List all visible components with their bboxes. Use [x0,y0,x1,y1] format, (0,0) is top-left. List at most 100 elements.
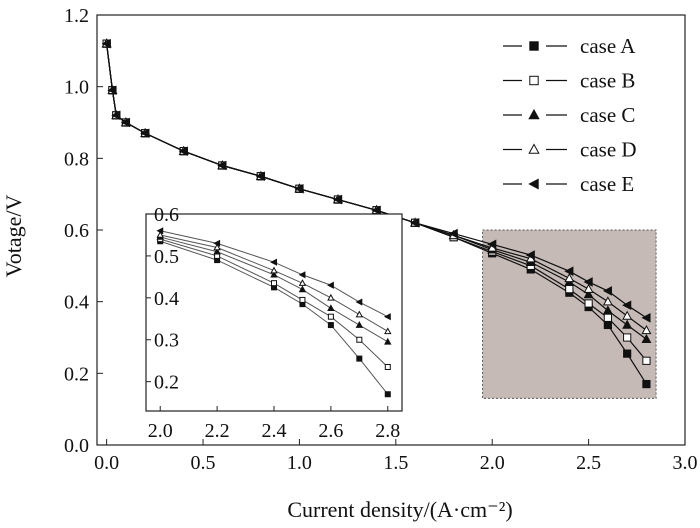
inset-data-point-case-b [356,336,363,343]
inset-y-tick-label: 0.4 [154,288,179,310]
data-point-case-d [602,296,613,306]
legend-marker-case-c [528,108,540,120]
x-tick-label: 2.0 [480,452,505,474]
data-point-case-d [622,310,633,320]
data-point-case-e [217,160,227,171]
data-point-case-e [107,85,117,96]
data-point-case-e [525,250,535,260]
y-tick-label: 0.2 [64,363,89,385]
inset-series-case-e [156,227,391,321]
data-point-case-b [565,285,574,294]
legend-item-case-c: case C [503,103,635,127]
data-point-case-a [603,320,612,330]
data-point-case-e [602,286,612,296]
inset-data-point-case-c [355,321,364,328]
legend-item-case-d: case D [503,138,637,162]
x-tick-label: 1.0 [287,452,312,474]
data-point-case-e [410,218,420,228]
inset-data-point-case-c [327,304,335,312]
legend-marker-case-b [529,75,539,86]
inset-x-tick-label: 2.6 [318,420,343,442]
data-point-case-e [622,300,632,311]
data-point-case-e [371,205,381,216]
inset-data-point-case-a [384,391,391,398]
data-point-case-e [178,146,188,156]
data-point-case-e [120,117,131,128]
series-case-e [101,38,651,323]
data-point-case-b [603,313,612,322]
legend-marker-case-d [528,143,540,154]
legend-item-case-e: case E [503,172,634,196]
x-tick-label: 0.0 [94,452,119,474]
y-axis-title: Votage/V [1,195,26,278]
data-point-case-b [584,299,593,308]
data-point-case-b [642,356,651,365]
inset-x-tick-label: 2.0 [148,420,173,442]
inset-data-point-case-b [299,296,306,303]
inset-data-point-case-d [270,266,278,274]
data-point-case-e [583,277,593,287]
data-point-case-e [564,266,574,276]
legend-label: case B [580,69,635,93]
data-point-case-e [332,194,343,205]
inset-data-point-case-d [213,243,221,251]
data-point-case-b [623,333,632,342]
inset-data-point-case-d [384,327,392,335]
data-point-case-e [487,239,497,250]
inset-x-tick-label: 2.2 [205,420,230,442]
inset-data-point-case-c [270,270,278,278]
data-point-case-e [255,171,265,182]
legend-label: case E [580,172,634,196]
main-plot-series [101,38,652,389]
inset-data-point-case-e [298,271,306,279]
data-point-case-c [641,333,652,344]
inset-data-point-case-e [156,227,164,235]
data-point-case-a [623,349,632,358]
y-tick-label: 0.0 [64,435,89,457]
inset-data-point-case-c [298,285,307,293]
legend-item-case-a: case A [503,34,636,58]
inset-y-tick-label: 0.3 [154,330,179,352]
data-point-case-d [583,283,594,293]
inset-data-point-case-e [270,258,277,266]
data-point-case-e [101,38,111,49]
inset-series-case-c [156,233,392,345]
inset-data-point-case-e [213,239,221,247]
legend-label: case A [580,34,636,58]
x-tick-label: 2.5 [576,452,601,474]
x-tick-label: 3.0 [673,452,698,474]
inset-data-point-case-a [327,322,334,329]
y-tick-label: 0.6 [64,220,89,242]
x-tick-label: 0.5 [191,452,216,474]
inset-data-point-case-c [213,247,221,255]
data-point-case-e [641,313,651,323]
legend-label: case D [580,138,637,162]
legend-marker-case-a [529,41,539,51]
inset-data-point-case-d [355,310,364,318]
data-point-case-c [602,305,613,315]
x-tick-label: 1.5 [383,452,408,474]
data-point-case-e [140,128,150,139]
x-axis-title: Current density/(A·cm⁻²) [287,497,512,522]
inset-data-point-case-d [298,279,307,286]
legend: case A case B case C case D case E [503,34,637,196]
legend-item-case-b: case B [503,69,635,93]
inset-x-tick-label: 2.4 [262,420,287,442]
inset-data-point-case-e [355,298,363,306]
inset-data-point-case-c [384,337,392,345]
inset-y-tick-label: 0.2 [154,372,179,394]
data-point-case-c [622,319,633,329]
legend-label: case C [580,103,635,127]
inset-data-point-case-d [156,230,164,238]
inset-series-case-d [156,230,392,335]
legend-marker-case-e [528,178,539,190]
data-point-case-d [564,273,575,283]
inset-data-point-case-a [356,355,363,362]
inset-data-point-case-b [384,363,391,370]
data-point-case-e [294,184,304,194]
data-point-case-e [448,228,458,239]
inset-data-point-case-e [383,313,391,321]
inset-y-tick-label: 0.6 [154,204,179,226]
y-tick-label: 1.2 [64,5,89,27]
